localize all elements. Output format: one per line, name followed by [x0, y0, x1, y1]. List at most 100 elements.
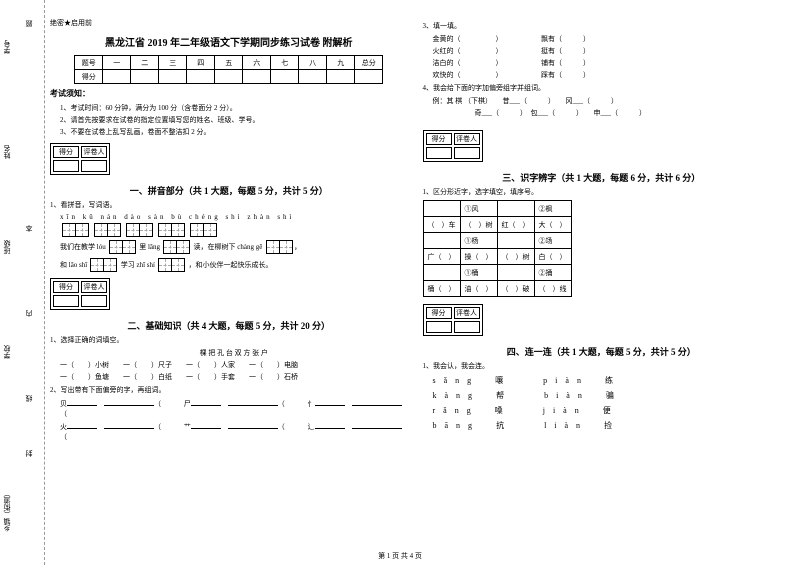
td-label: 得分: [75, 70, 103, 84]
left-label-strip: 学号 姓名 班级 学校 乡镇（街道） 题 本 内 线 封: [2, 0, 30, 565]
th-2: 二: [131, 56, 159, 70]
bl-1b[interactable]: [104, 398, 154, 406]
td-4[interactable]: [187, 70, 215, 84]
m13: 练: [605, 376, 621, 385]
mb-v1[interactable]: [53, 160, 79, 172]
c23[interactable]: 大（ ）: [534, 217, 571, 233]
score-header-row: 题号 一 二 三 四 五 六 七 八 九 总分: [75, 56, 383, 70]
c10: [423, 201, 460, 217]
bl-5b[interactable]: [228, 421, 278, 429]
mb4-v1[interactable]: [426, 321, 452, 333]
mb-c2: 评卷人: [81, 146, 107, 158]
r1a: 贝: [60, 400, 67, 408]
c41[interactable]: 操（ ）: [460, 249, 497, 265]
td-9[interactable]: [327, 70, 355, 84]
mb3-v1[interactable]: [426, 147, 452, 159]
c21[interactable]: （ ）树: [460, 217, 497, 233]
c31: ①杨: [460, 233, 497, 249]
f3: 洁白的（ ） 铺有（ ）: [433, 58, 781, 68]
bl-2[interactable]: [191, 398, 221, 406]
c11: ①风: [460, 201, 497, 217]
c62[interactable]: （ ）破: [497, 281, 534, 297]
td-1[interactable]: [103, 70, 131, 84]
exam-page: 学号 姓名 班级 学校 乡镇（街道） 题 本 内 线 封 绝密★启用前 黑龙江省…: [0, 0, 800, 565]
mb4-v2[interactable]: [454, 321, 480, 333]
mb-v2[interactable]: [81, 160, 107, 172]
tzg-1[interactable]: [62, 223, 88, 236]
mb-c1: 得分: [53, 146, 79, 158]
bl-3b[interactable]: [352, 398, 402, 406]
c40[interactable]: 广（ ）: [423, 249, 460, 265]
notice-heading: 考试须知：: [50, 88, 408, 99]
t2a: 我们在教学 lóu: [60, 243, 106, 251]
label-xiangzhen: 乡镇（街道）: [2, 490, 12, 532]
mb3-c2: 评卷人: [454, 133, 480, 145]
bl-1[interactable]: [67, 398, 97, 406]
tzg-3[interactable]: [126, 223, 152, 236]
bl-6[interactable]: [315, 421, 345, 429]
td-6[interactable]: [243, 70, 271, 84]
td-7[interactable]: [271, 70, 299, 84]
c63[interactable]: （ ）线: [534, 281, 571, 297]
bl-6b[interactable]: [352, 421, 402, 429]
c51: ①桶: [460, 265, 497, 281]
s1-q1: 1、看拼音，写词语。: [50, 200, 408, 210]
th-1: 一: [103, 56, 131, 70]
th-3: 三: [159, 56, 187, 70]
bl-4b[interactable]: [104, 421, 154, 429]
score-value-row: 得分: [75, 70, 383, 84]
notice-3: 3、不要在试卷上乱写乱画，卷面不整洁扣 2 分。: [60, 127, 408, 137]
c61[interactable]: 油（ ）: [460, 281, 497, 297]
c60[interactable]: 桶（ ）: [423, 281, 460, 297]
s3r6: 桶（ ）油（ ）（ ）破（ ）线: [423, 281, 571, 297]
bl-2b[interactable]: [228, 398, 278, 406]
c52: [497, 265, 534, 281]
tzg-5[interactable]: [190, 223, 216, 236]
mb2-v1[interactable]: [53, 295, 79, 307]
td-5[interactable]: [215, 70, 243, 84]
td-8[interactable]: [299, 70, 327, 84]
section-3-title: 三、识字辨字（共 1 大题，每题 6 分，共计 6 分）: [423, 171, 781, 184]
mb4-c2: 评卷人: [454, 307, 480, 319]
pinyin-row1: xīn kǔ nán dào sàn bù chéng shì zhàn shì: [60, 213, 408, 221]
tzg-r3-2[interactable]: [159, 259, 185, 272]
tzg-4[interactable]: [158, 223, 184, 236]
r2a: 火: [60, 423, 67, 431]
td-10[interactable]: [355, 70, 383, 84]
tzg-r2-2[interactable]: [164, 241, 190, 254]
mb2-v2[interactable]: [81, 295, 107, 307]
td-2[interactable]: [131, 70, 159, 84]
t3b: 学习 zhī shí: [121, 261, 155, 269]
tzg-2[interactable]: [94, 223, 120, 236]
mb3-v2[interactable]: [454, 147, 480, 159]
m32: jiàn: [543, 406, 587, 415]
bl-5[interactable]: [191, 421, 221, 429]
bl-4[interactable]: [67, 421, 97, 429]
tzg-r3-1[interactable]: [91, 259, 117, 272]
s4-q1: 1、我会认，我会连。: [423, 361, 781, 371]
c20[interactable]: （ ）车: [423, 217, 460, 233]
m10: sǎng: [433, 376, 480, 385]
td-3[interactable]: [159, 70, 187, 84]
label-xuexiao: 学校: [2, 345, 12, 359]
score-table: 题号 一 二 三 四 五 六 七 八 九 总分 得分: [74, 55, 383, 84]
t3c: ，和小伙伴一起快乐成长。: [188, 261, 272, 269]
s2-l2: 一（ ）鱼塘 一（ ）白纸 一（ ）手套 一（ ）石桥: [60, 372, 408, 382]
ex1: 例：其 棋 （下棋） 昔___（ ） 冈___（ ）: [433, 96, 781, 106]
score-minibox-2: 得分评卷人: [50, 278, 110, 310]
th-5: 五: [215, 56, 243, 70]
c42[interactable]: （ ）树: [497, 249, 534, 265]
right-column: 3、填一填。 金黄的（ ） 飘有（ ） 火红的（ ） 挺有（ ） 洁白的（ ） …: [423, 18, 781, 444]
s2-words: 棵 把 孔 台 双 方 张 户: [60, 348, 408, 358]
dash-nei: 内: [24, 310, 34, 317]
c50: [423, 265, 460, 281]
f1: 金黄的（ ） 飘有（ ）: [433, 34, 781, 44]
c43[interactable]: 白（ ）: [534, 249, 571, 265]
tzg-r2-3[interactable]: [266, 241, 292, 254]
dash-ben: 本: [24, 225, 34, 232]
c32: [497, 233, 534, 249]
bl-3[interactable]: [315, 398, 345, 406]
c22[interactable]: 红（ ）: [497, 217, 534, 233]
m21: 帮: [496, 391, 512, 400]
tzg-r2-1[interactable]: [109, 241, 135, 254]
